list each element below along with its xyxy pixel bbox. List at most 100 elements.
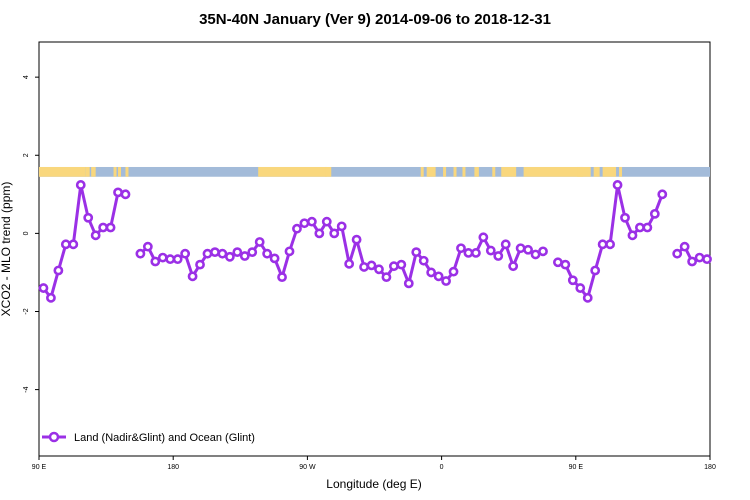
data-point bbox=[53, 265, 64, 276]
data-point bbox=[83, 212, 94, 223]
data-point bbox=[336, 221, 347, 232]
x-axis: 90 E 180 90 W 0 90 E 180 bbox=[32, 456, 716, 471]
land-band-segment bbox=[492, 166, 496, 177]
x-tick-label: 90 E bbox=[569, 464, 584, 471]
series-points bbox=[38, 180, 712, 303]
series-line bbox=[42, 183, 126, 300]
x-tick-label: 90 W bbox=[299, 464, 316, 471]
land-band-segment bbox=[453, 166, 457, 177]
data-point bbox=[597, 239, 608, 250]
data-point bbox=[232, 247, 243, 258]
data-point bbox=[687, 256, 698, 267]
data-point bbox=[396, 259, 407, 270]
data-point bbox=[500, 239, 511, 250]
data-point bbox=[441, 276, 451, 286]
data-point bbox=[351, 234, 362, 245]
data-point bbox=[239, 251, 250, 261]
x-tick-label: 90 E bbox=[32, 464, 47, 471]
data-point bbox=[560, 259, 571, 270]
data-point bbox=[411, 247, 422, 258]
data-point bbox=[388, 261, 399, 272]
land-band-segment bbox=[501, 166, 517, 177]
data-point bbox=[702, 254, 712, 265]
x-axis-label: Longitude (deg E) bbox=[326, 477, 421, 491]
data-point bbox=[98, 222, 109, 233]
data-point bbox=[456, 243, 466, 254]
data-point bbox=[478, 232, 489, 243]
data-point bbox=[523, 244, 533, 255]
data-point bbox=[627, 230, 638, 241]
land-band-segment bbox=[91, 166, 96, 177]
land-band-segment bbox=[523, 166, 584, 177]
land-band-segment bbox=[462, 166, 466, 177]
data-point bbox=[553, 257, 563, 268]
land-band-segment bbox=[474, 166, 479, 177]
data-point bbox=[329, 228, 340, 239]
data-point bbox=[635, 222, 645, 233]
data-point bbox=[150, 256, 161, 267]
data-point bbox=[142, 241, 153, 252]
legend-label: Land (Nadir&Glint) and Ocean (Glint) bbox=[74, 432, 255, 444]
data-point bbox=[515, 243, 526, 254]
data-point bbox=[292, 223, 302, 234]
data-point bbox=[530, 249, 541, 260]
data-point bbox=[254, 237, 265, 247]
data-point bbox=[314, 228, 325, 239]
data-point bbox=[657, 189, 668, 200]
data-point bbox=[649, 208, 660, 219]
y-tick-label: 2 bbox=[23, 153, 30, 157]
data-point bbox=[224, 251, 235, 262]
land-band-segment bbox=[118, 166, 122, 177]
y-tick-label: -2 bbox=[23, 308, 30, 314]
data-point bbox=[359, 262, 369, 272]
land-band-segment bbox=[113, 166, 117, 177]
data-point bbox=[172, 254, 183, 265]
x-tick-label: 0 bbox=[440, 464, 444, 471]
data-point bbox=[60, 239, 71, 250]
data-point bbox=[403, 278, 414, 289]
data-point bbox=[463, 248, 474, 258]
land-band-segment bbox=[443, 166, 447, 177]
chart-title: 35N-40N January (Ver 9) 2014-09-06 to 20… bbox=[199, 11, 551, 28]
surface-band bbox=[39, 166, 710, 177]
data-point bbox=[262, 248, 273, 259]
land-band-segment bbox=[577, 166, 591, 177]
ocean-band bbox=[39, 166, 710, 177]
data-point bbox=[247, 247, 258, 258]
y-axis-label: XCO2 - MLO trend (ppm) bbox=[0, 182, 13, 317]
land-band-segment bbox=[602, 166, 617, 177]
data-point bbox=[157, 252, 168, 263]
data-point bbox=[135, 248, 146, 259]
land-band-segment bbox=[619, 166, 623, 177]
data-point bbox=[105, 222, 116, 233]
data-point bbox=[575, 283, 586, 293]
land-band-segment bbox=[258, 166, 327, 177]
data-point bbox=[195, 259, 205, 270]
data-point bbox=[508, 261, 519, 272]
y-tick-label: -4 bbox=[23, 386, 30, 392]
data-point bbox=[299, 218, 310, 229]
x-tick-label: 180 bbox=[704, 464, 716, 471]
data-point bbox=[381, 272, 392, 283]
land-band-segment bbox=[39, 166, 86, 177]
plot-frame bbox=[38, 41, 711, 457]
legend-marker-icon bbox=[48, 431, 60, 443]
data-point bbox=[485, 245, 496, 256]
data-point bbox=[46, 292, 56, 303]
data-point bbox=[68, 239, 79, 250]
data-point bbox=[567, 275, 578, 286]
land-band-segment bbox=[420, 166, 424, 177]
data-point bbox=[344, 258, 355, 269]
y-tick-label: 4 bbox=[23, 75, 30, 79]
land-band-segment bbox=[85, 166, 90, 177]
data-point bbox=[642, 222, 653, 233]
y-tick-label: 0 bbox=[23, 231, 30, 235]
y-axis: 4 2 0 -2 -4 bbox=[23, 75, 39, 393]
data-point bbox=[470, 248, 481, 258]
data-point bbox=[374, 264, 384, 275]
data-point bbox=[269, 253, 280, 264]
data-point bbox=[590, 265, 601, 276]
legend: Land (Nadir&Glint) and Ocean (Glint) bbox=[42, 431, 255, 444]
data-point bbox=[75, 180, 86, 190]
